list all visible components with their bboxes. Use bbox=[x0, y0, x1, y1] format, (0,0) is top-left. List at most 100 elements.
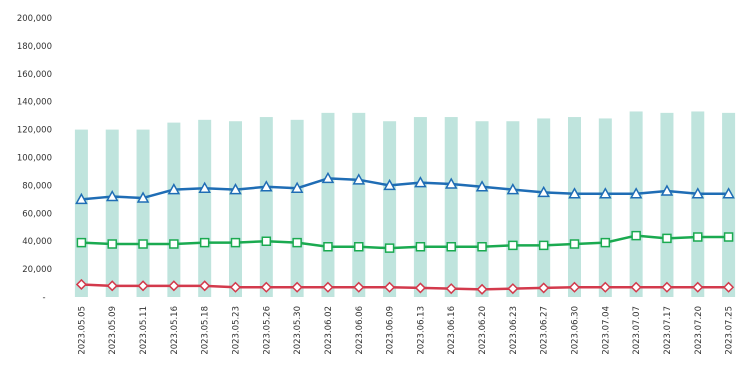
data-point bbox=[569, 239, 580, 249]
data-point bbox=[75, 278, 87, 291]
x-tick-label: 2023.06.30 bbox=[571, 306, 581, 355]
y-axis: - 20,000 40,000 60,000 80,000 100,000 120,000 1… bbox=[17, 14, 52, 303]
y-tick-label: 80,000 bbox=[22, 181, 52, 191]
data-point bbox=[167, 183, 181, 195]
y-tick-label: 140,000 bbox=[17, 98, 52, 108]
data-point bbox=[568, 281, 581, 293]
x-tick-label: 2023.05.23 bbox=[232, 306, 242, 355]
bar bbox=[198, 119, 212, 298]
x-tick-label: 2023.05.11 bbox=[139, 306, 149, 355]
x-tick-label: 2023.06.20 bbox=[478, 306, 488, 355]
data-point bbox=[692, 281, 704, 293]
data-point bbox=[446, 242, 456, 252]
data-point bbox=[354, 242, 364, 252]
data-point bbox=[384, 281, 396, 293]
bar bbox=[691, 111, 705, 297]
x-tick-label: 2023.05.30 bbox=[293, 306, 303, 355]
y-tick-label: 40,000 bbox=[22, 237, 52, 247]
data-point bbox=[568, 187, 581, 199]
data-point bbox=[723, 281, 735, 293]
x-tick-label: 2023.06.02 bbox=[324, 306, 334, 355]
data-point bbox=[260, 281, 272, 293]
x-tick-label: 2023.06.09 bbox=[386, 306, 396, 355]
data-point bbox=[415, 242, 426, 252]
data-point bbox=[476, 283, 488, 295]
data-point bbox=[599, 187, 612, 199]
data-point bbox=[353, 281, 365, 293]
series-line bbox=[81, 177, 729, 201]
y-tick-label: 200,000 bbox=[17, 14, 52, 24]
data-point bbox=[199, 280, 211, 292]
x-tick-label: 2023.06.06 bbox=[355, 306, 365, 355]
data-point bbox=[198, 181, 211, 193]
data-point bbox=[106, 280, 118, 292]
data-point bbox=[507, 283, 519, 295]
x-tick-label: 2023.07.17 bbox=[663, 306, 673, 355]
data-point bbox=[538, 240, 549, 251]
y-tick-label: 120,000 bbox=[17, 126, 52, 136]
data-point bbox=[384, 243, 395, 253]
data-point bbox=[291, 281, 303, 293]
bar bbox=[444, 117, 458, 297]
x-tick-label: 2023.05.16 bbox=[170, 306, 180, 355]
data-point bbox=[600, 237, 611, 248]
bar bbox=[629, 111, 643, 297]
data-point bbox=[136, 191, 150, 203]
bar bbox=[722, 112, 736, 297]
y-tick-label: 160,000 bbox=[17, 70, 52, 80]
y-tick-label: 100,000 bbox=[17, 154, 52, 164]
x-tick-label: 2023.05.05 bbox=[77, 306, 87, 355]
data-point bbox=[414, 282, 426, 294]
line-series bbox=[75, 171, 735, 295]
bar bbox=[537, 118, 551, 297]
data-point bbox=[629, 187, 643, 199]
y-tick-label: 20,000 bbox=[22, 265, 52, 275]
bar bbox=[74, 129, 88, 297]
data-point bbox=[323, 242, 333, 252]
data-point bbox=[107, 239, 117, 249]
data-point bbox=[445, 283, 457, 295]
data-point bbox=[414, 176, 427, 188]
data-point bbox=[138, 239, 148, 249]
x-tick-label: 2023.06.27 bbox=[540, 306, 550, 355]
bar-series bbox=[74, 111, 736, 298]
x-tick-label: 2023.05.09 bbox=[108, 306, 118, 355]
data-point bbox=[229, 183, 242, 195]
bar bbox=[167, 122, 181, 297]
data-point bbox=[538, 282, 550, 294]
x-tick-label: 2023.07.04 bbox=[601, 306, 611, 355]
x-tick-label: 2023.07.25 bbox=[725, 306, 735, 355]
bar bbox=[568, 117, 581, 297]
data-point bbox=[691, 187, 705, 199]
y-tick-label: 180,000 bbox=[17, 42, 52, 52]
x-tick-label: 2023.06.16 bbox=[447, 306, 457, 355]
data-point bbox=[105, 190, 119, 202]
data-point bbox=[137, 280, 149, 292]
data-point bbox=[352, 173, 366, 185]
data-point bbox=[631, 230, 641, 241]
series-line bbox=[81, 283, 729, 291]
x-tick-label: 2023.05.26 bbox=[262, 306, 272, 355]
bar bbox=[259, 117, 273, 297]
data-point bbox=[75, 192, 88, 205]
series-line bbox=[81, 234, 729, 250]
x-tick-label: 2023.07.07 bbox=[632, 306, 642, 355]
data-point bbox=[475, 180, 489, 192]
data-point bbox=[321, 171, 335, 184]
x-tick-label: 2023.07.20 bbox=[694, 306, 704, 355]
data-point bbox=[537, 185, 550, 198]
y-tick-label: - bbox=[42, 293, 45, 303]
data-point bbox=[693, 232, 703, 242]
data-point bbox=[229, 281, 242, 293]
data-point bbox=[444, 177, 458, 189]
bar bbox=[660, 112, 674, 297]
data-point bbox=[168, 280, 180, 292]
data-point bbox=[292, 237, 302, 248]
bar bbox=[598, 118, 612, 297]
data-point bbox=[661, 281, 673, 293]
data-point bbox=[199, 237, 210, 248]
data-point bbox=[322, 281, 334, 293]
data-point bbox=[230, 237, 241, 248]
data-point bbox=[722, 187, 735, 199]
data-point bbox=[260, 180, 273, 192]
